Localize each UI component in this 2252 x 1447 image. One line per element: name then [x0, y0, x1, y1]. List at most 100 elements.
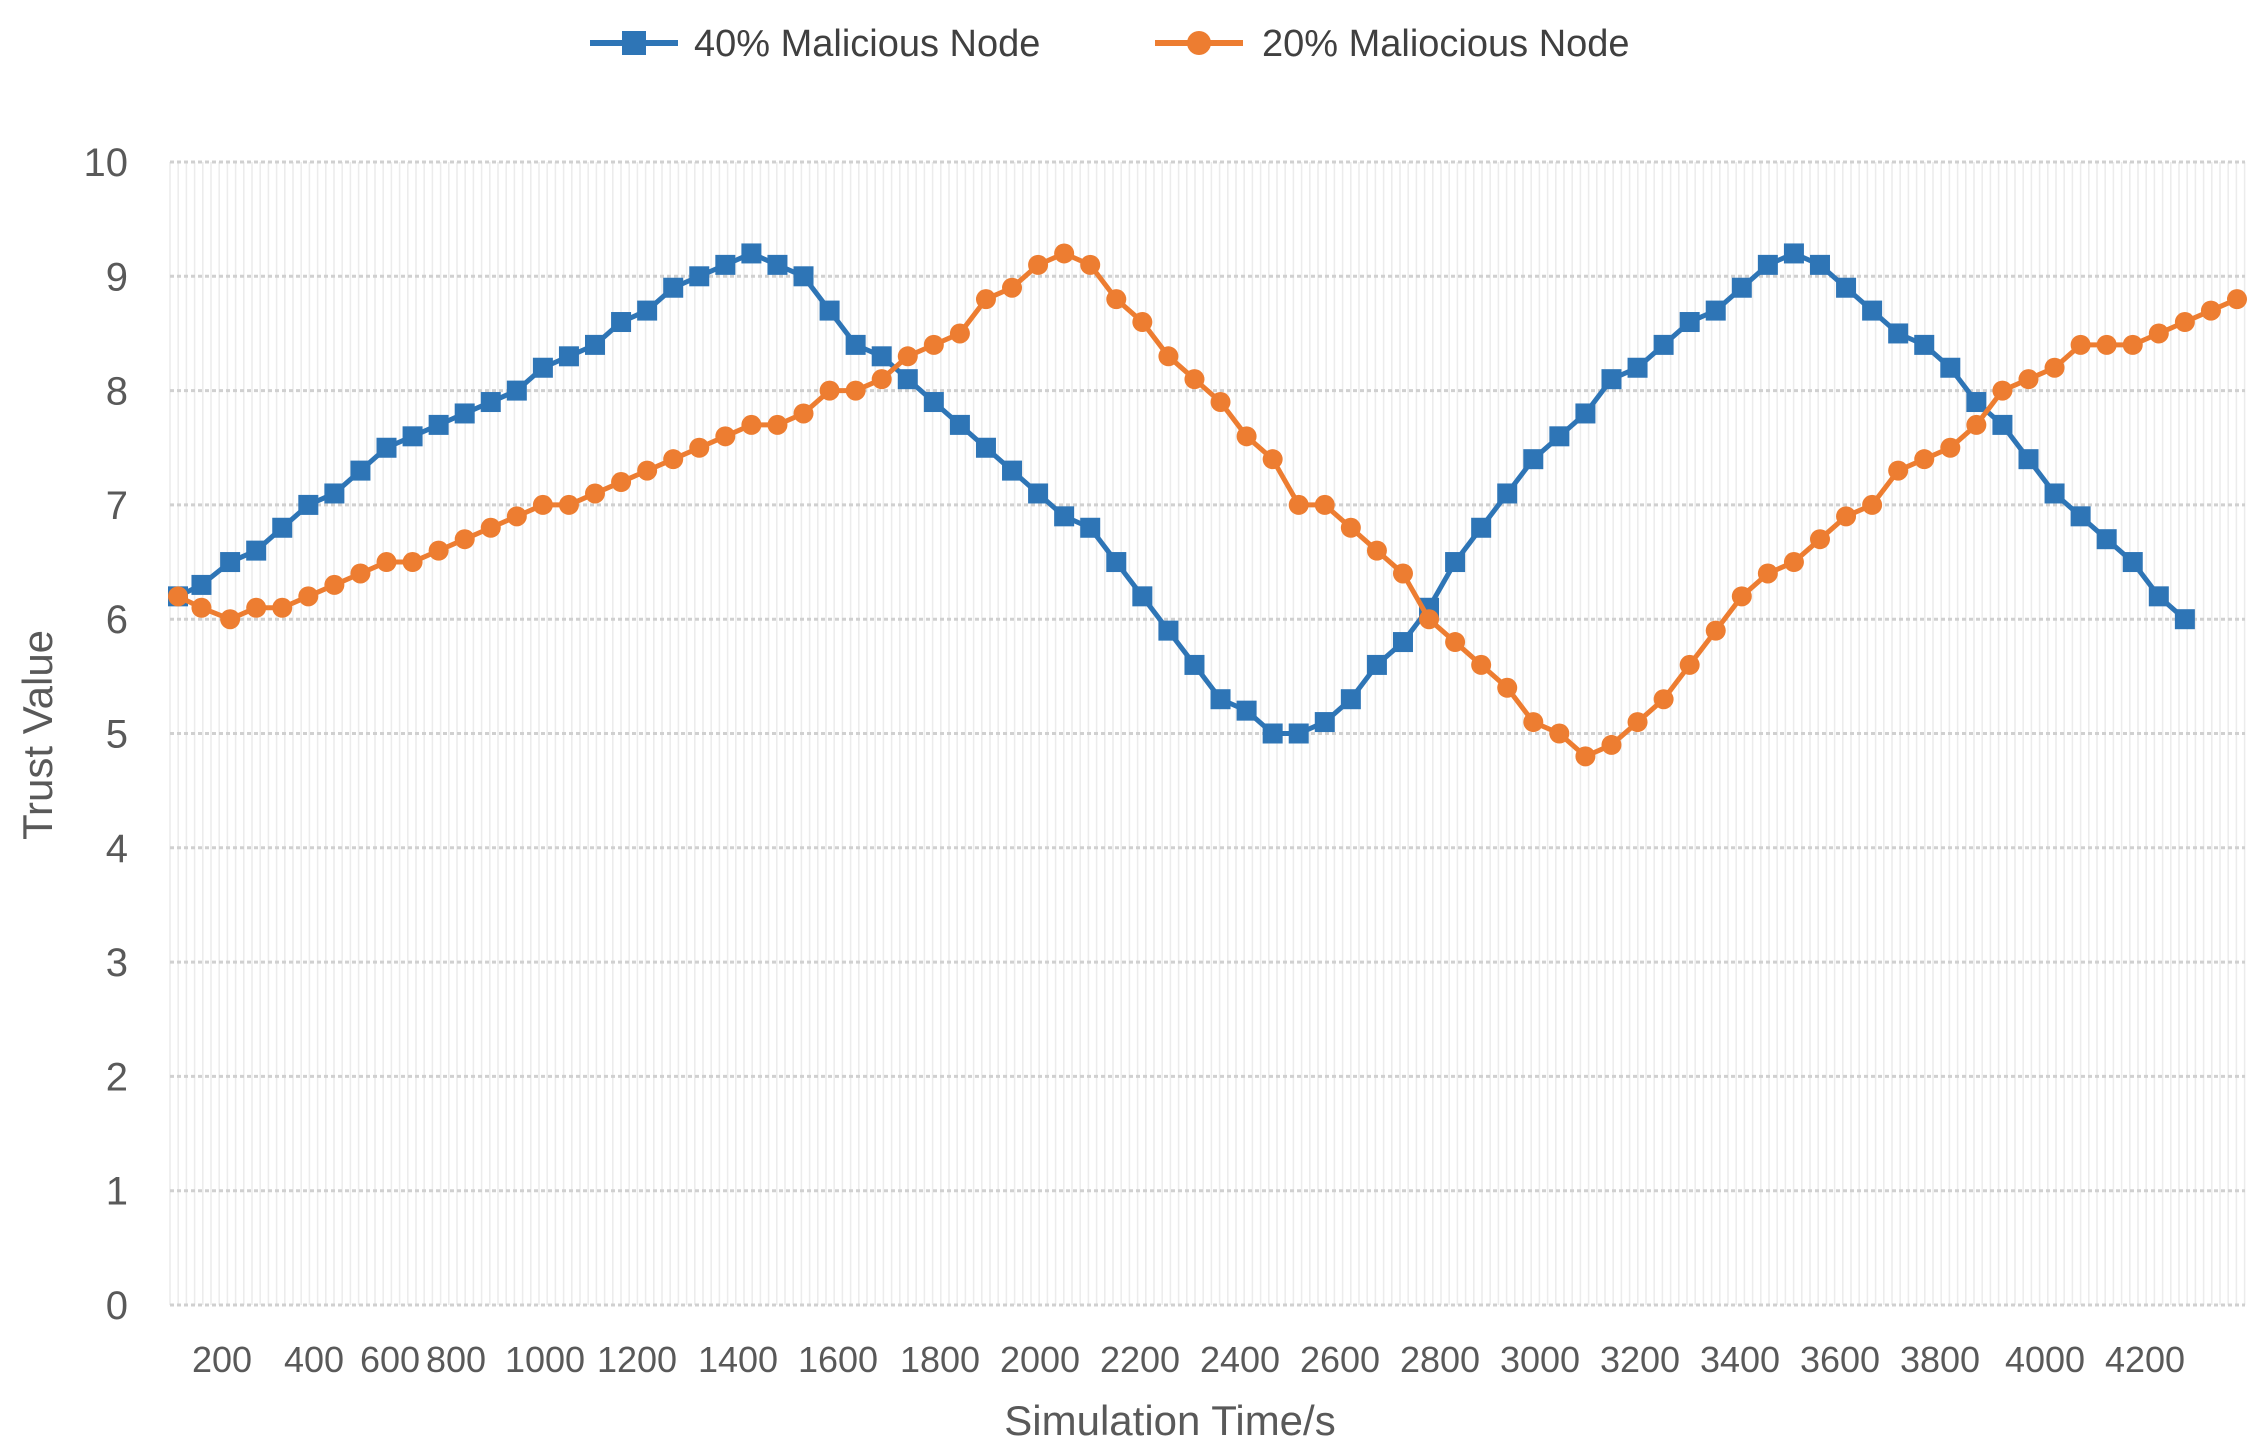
x-axis-ticks: 200 400 600 800 1000 1200 1400 1600 1800 2000 2200…: [192, 1339, 2185, 1380]
data-point-square: [1054, 506, 1075, 527]
data-point-circle: [715, 426, 736, 447]
data-point-circle: [741, 414, 762, 435]
data-point-circle: [220, 609, 241, 630]
data-point-circle: [2122, 334, 2143, 355]
data-point-square: [220, 552, 241, 573]
data-point-circle: [1392, 563, 1413, 584]
data-point-square: [1731, 277, 1752, 298]
data-point-circle: [1705, 620, 1726, 641]
data-point-circle: [871, 369, 892, 390]
x-tick-label: 2200: [1100, 1339, 1180, 1380]
data-point-square: [1862, 300, 1883, 321]
data-point-circle: [1966, 414, 1987, 435]
data-point-square: [2070, 506, 2091, 527]
legend: 40% Malicious Node 20% Maliocious Node: [590, 23, 1630, 65]
data-point-square: [819, 300, 840, 321]
data-point-square: [1653, 334, 1674, 355]
data-point-square: [272, 517, 293, 538]
data-point-circle: [558, 494, 579, 515]
data-point-square: [663, 277, 684, 298]
data-point-circle: [272, 597, 293, 618]
data-point-circle: [1888, 460, 1909, 481]
data-point-square: [2122, 552, 2143, 573]
data-point-circle: [1262, 449, 1283, 470]
data-point-square: [558, 346, 579, 367]
y-tick-label: 1: [106, 1170, 128, 1214]
data-point-circle: [2148, 323, 2169, 344]
legend-item-40-malicious[interactable]: 40% Malicious Node: [590, 23, 1040, 65]
data-point-circle: [663, 449, 684, 470]
legend-label-20-malicious: 20% Maliocious Node: [1262, 23, 1630, 65]
data-point-square: [1601, 369, 1622, 390]
legend-circle-marker-icon: [1187, 31, 1211, 55]
data-point-square: [1757, 254, 1778, 275]
data-point-circle: [923, 334, 944, 355]
data-point-square: [689, 266, 710, 287]
data-point-circle: [793, 403, 814, 424]
data-point-square: [871, 346, 892, 367]
data-point-square: [2044, 483, 2065, 504]
data-point-circle: [1679, 654, 1700, 675]
data-point-square: [1210, 689, 1231, 710]
data-point-square: [611, 312, 632, 333]
y-tick-label: 3: [106, 941, 128, 985]
data-point-square: [897, 369, 918, 390]
data-point-square: [1992, 414, 2013, 435]
data-point-square: [1028, 483, 1049, 504]
data-point-circle: [1757, 563, 1778, 584]
data-point-circle: [168, 586, 188, 607]
data-point-square: [1914, 334, 1935, 355]
data-point-square: [715, 254, 736, 275]
x-tick-label: 1400: [698, 1339, 778, 1380]
data-point-circle: [1236, 426, 1257, 447]
data-point-circle: [1445, 632, 1466, 653]
data-point-square: [324, 483, 345, 504]
data-point-square: [845, 334, 866, 355]
data-point-circle: [585, 483, 606, 504]
data-point-square: [741, 243, 762, 264]
data-point-circle: [1940, 437, 1961, 458]
data-point-square: [1340, 689, 1361, 710]
data-point-circle: [975, 289, 996, 310]
data-point-square: [793, 266, 814, 287]
data-point-circle: [2044, 357, 2065, 378]
x-tick-label: 2800: [1400, 1339, 1480, 1380]
y-tick-label: 10: [84, 141, 129, 185]
data-point-circle: [1288, 494, 1309, 515]
data-point-square: [1471, 517, 1492, 538]
data-point-circle: [1314, 494, 1335, 515]
data-point-circle: [454, 529, 475, 550]
data-point-square: [767, 254, 788, 275]
data-point-square: [376, 437, 397, 458]
data-point-circle: [1340, 517, 1361, 538]
data-point-circle: [298, 586, 319, 607]
data-point-square: [1184, 654, 1205, 675]
data-point-square: [1575, 403, 1596, 424]
data-point-circle: [2200, 300, 2221, 321]
x-tick-label: 3800: [1900, 1339, 1980, 1380]
data-point-square: [1836, 277, 1857, 298]
y-tick-label: 9: [106, 255, 128, 299]
data-point-square: [975, 437, 996, 458]
data-point-square: [2148, 586, 2169, 607]
data-point-circle: [1106, 289, 1127, 310]
data-point-circle: [1575, 746, 1596, 767]
x-tick-label: 3000: [1500, 1339, 1580, 1380]
series-40-malicious: [168, 243, 2195, 744]
data-point-square: [923, 392, 944, 413]
x-tick-label: 200: [192, 1339, 252, 1380]
legend-item-20-malicious[interactable]: 20% Maliocious Node: [1155, 23, 1630, 65]
data-point-circle: [191, 597, 212, 618]
data-point-circle: [1809, 529, 1830, 550]
data-point-circle: [428, 540, 449, 561]
data-point-square: [1549, 426, 1570, 447]
data-point-circle: [949, 323, 970, 344]
x-tick-label: 3400: [1700, 1339, 1780, 1380]
x-tick-label: 1000: [505, 1339, 585, 1380]
data-point-circle: [1497, 677, 1518, 698]
data-point-square: [1288, 723, 1309, 744]
data-point-circle: [402, 552, 423, 573]
data-point-circle: [1914, 449, 1935, 470]
data-point-circle: [637, 460, 658, 481]
data-point-square: [1705, 300, 1726, 321]
